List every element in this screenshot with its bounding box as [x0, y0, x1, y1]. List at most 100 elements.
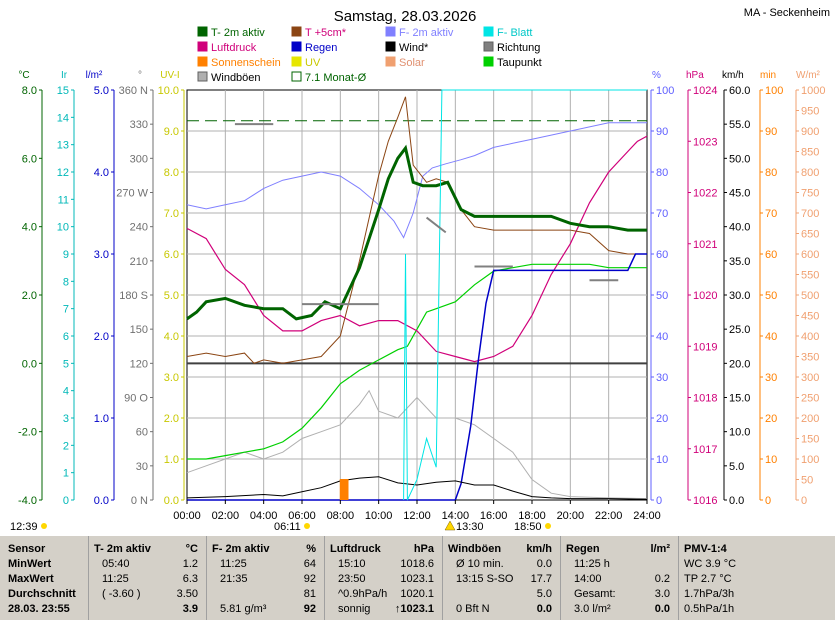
- axis-tick-label: 9: [63, 249, 69, 261]
- axis-unit-ir: Ir: [61, 70, 68, 81]
- axis-tick-label: 5: [63, 358, 69, 370]
- table-header-temp: T- 2m aktiv: [94, 543, 151, 555]
- axis-tick-label: 10: [765, 454, 777, 466]
- axis-tick-label: 50: [656, 290, 668, 302]
- axis-tick-label: 500: [801, 290, 819, 302]
- table-cell-wind-time: 13:15 S-SO: [456, 573, 514, 585]
- series-wind-: [186, 476, 648, 500]
- series-f-blatt: [403, 89, 647, 501]
- legend-label: Solar: [399, 57, 425, 69]
- series-windb-en: [186, 389, 648, 500]
- x-tick-label: 22:00: [595, 510, 623, 522]
- x-tick-label: 08:00: [327, 510, 355, 522]
- axis-tick-label: 3.0: [94, 249, 109, 261]
- axis-tick-label: 20.0: [729, 358, 750, 370]
- legend-swatch: [197, 56, 208, 67]
- axis-tick-label: 2.0: [164, 413, 179, 425]
- x-tick-label: 24:00: [633, 510, 661, 522]
- axis-tick-label: 20: [656, 413, 668, 425]
- axis-tick-label: 0.0: [729, 495, 744, 507]
- table-cell-hum-time: 21:35: [220, 573, 248, 585]
- legend-swatch: [483, 41, 494, 52]
- axis-tick-label: 5.0: [94, 85, 109, 97]
- table-header-pmv: PMV-1:4: [684, 543, 727, 555]
- axis-tick-label: 750: [801, 188, 819, 200]
- table-unit-wind: km/h: [526, 543, 552, 555]
- x-tick-label: 14:00: [442, 510, 470, 522]
- axis-tick-label: 7.0: [164, 208, 179, 220]
- legend-label: UV: [305, 57, 321, 69]
- axis-tick-label: 3.0: [164, 372, 179, 384]
- axis-tick-label: 150: [130, 324, 148, 336]
- axis-unit-dir: °: [138, 70, 142, 81]
- axis-tick-label: 8: [63, 276, 69, 288]
- axis-tick-label: -4.0: [18, 495, 37, 507]
- axis-tick-label: 180 S: [119, 290, 148, 302]
- legend-label: Wind*: [399, 42, 429, 54]
- axis-tick-label: 12: [57, 167, 69, 179]
- axis-tick-label: 7: [63, 304, 69, 316]
- axis-tick-label: 50: [801, 475, 813, 487]
- axis-tick-label: 1023: [693, 136, 717, 148]
- axis-tick-label: 10: [57, 222, 69, 234]
- table-cell-press-time: 23:50: [338, 573, 366, 585]
- axis-tick-label: 6.0: [22, 153, 37, 165]
- axis-tick-label: 90: [765, 126, 777, 138]
- sunset-icon: [545, 523, 551, 529]
- axis-unit-uv: UV-I: [160, 70, 179, 81]
- axis-tick-label: 1018: [693, 393, 717, 405]
- axis-tick-label: 6: [63, 331, 69, 343]
- axis-tick-label: 330: [130, 119, 148, 131]
- axis-tick-label: 350: [801, 352, 819, 364]
- axis-tick-label: 13: [57, 140, 69, 152]
- x-tick-label: 00:00: [173, 510, 201, 522]
- sunrise-icon: [304, 523, 310, 529]
- series-luftdruck: [186, 135, 648, 363]
- axis-tick-label: 300: [801, 372, 819, 384]
- legend-swatch: [483, 26, 494, 37]
- table-cell-temp-value: 6.3: [182, 573, 198, 585]
- chart-title: Samstag, 28.03.2026: [334, 8, 477, 25]
- axis-tick-label: 900: [801, 126, 819, 138]
- x-tick-label: 04:00: [250, 510, 278, 522]
- axis-tick-label: 100: [765, 85, 783, 97]
- moon-icon: [41, 523, 47, 529]
- legend-swatch: [385, 56, 396, 67]
- series-f-2m-aktiv: [186, 122, 647, 239]
- plot-area: [186, 89, 648, 501]
- table-cell-temp-value: 3.9: [182, 603, 198, 615]
- table-cell-pmv: TP 2.7 °C: [684, 573, 732, 585]
- axis-unit-solar: W/m²: [796, 70, 821, 81]
- axis-tick-label: 1019: [693, 341, 717, 353]
- legend-swatch: [197, 41, 208, 52]
- legend-label: Richtung: [497, 42, 540, 54]
- axis-tick-label: 2.0: [94, 331, 109, 343]
- axis-tick-label: 6.0: [164, 249, 179, 261]
- legend-label: Sonnenschein: [211, 57, 281, 69]
- axis-tick-label: 5.0: [164, 290, 179, 302]
- table-cell-press-time: ^0.9hPa/h: [338, 588, 388, 600]
- axis-tick-label: 0.0: [22, 358, 37, 370]
- axis-tick-label: 120: [130, 358, 148, 370]
- axes: °C8.06.04.02.00.0-2.0-4.0Ir1514131211109…: [18, 70, 825, 507]
- axis-tick-label: 2.0: [22, 290, 37, 302]
- table-cell-hum-value: 81: [303, 588, 316, 600]
- x-tick-label: 16:00: [480, 510, 508, 522]
- axis-tick-label: 1.0: [164, 454, 179, 466]
- axis-tick-label: 650: [801, 229, 819, 241]
- axis-tick-label: 2: [63, 440, 69, 452]
- table-cell-pmv: 1.7hPa/3h: [684, 588, 735, 600]
- table-cell-press-value: ↑1023.1: [394, 603, 434, 615]
- series-regen: [187, 253, 647, 501]
- table-cell-wind-time: Ø 10 min.: [456, 558, 504, 570]
- axis-tick-label: 1016: [693, 495, 717, 507]
- legend-swatch: [291, 26, 302, 37]
- table-cell-rain-time: 3.0 l/m²: [574, 603, 611, 615]
- table-column-divider: [206, 536, 207, 620]
- axis-tick-label: 600: [801, 249, 819, 261]
- axis-tick-label: 0: [765, 495, 771, 507]
- axis-unit-temp: °C: [18, 70, 29, 81]
- legend-swatch: [197, 26, 208, 37]
- table-unit-press: hPa: [413, 543, 434, 555]
- axis-tick-label: 250: [801, 393, 819, 405]
